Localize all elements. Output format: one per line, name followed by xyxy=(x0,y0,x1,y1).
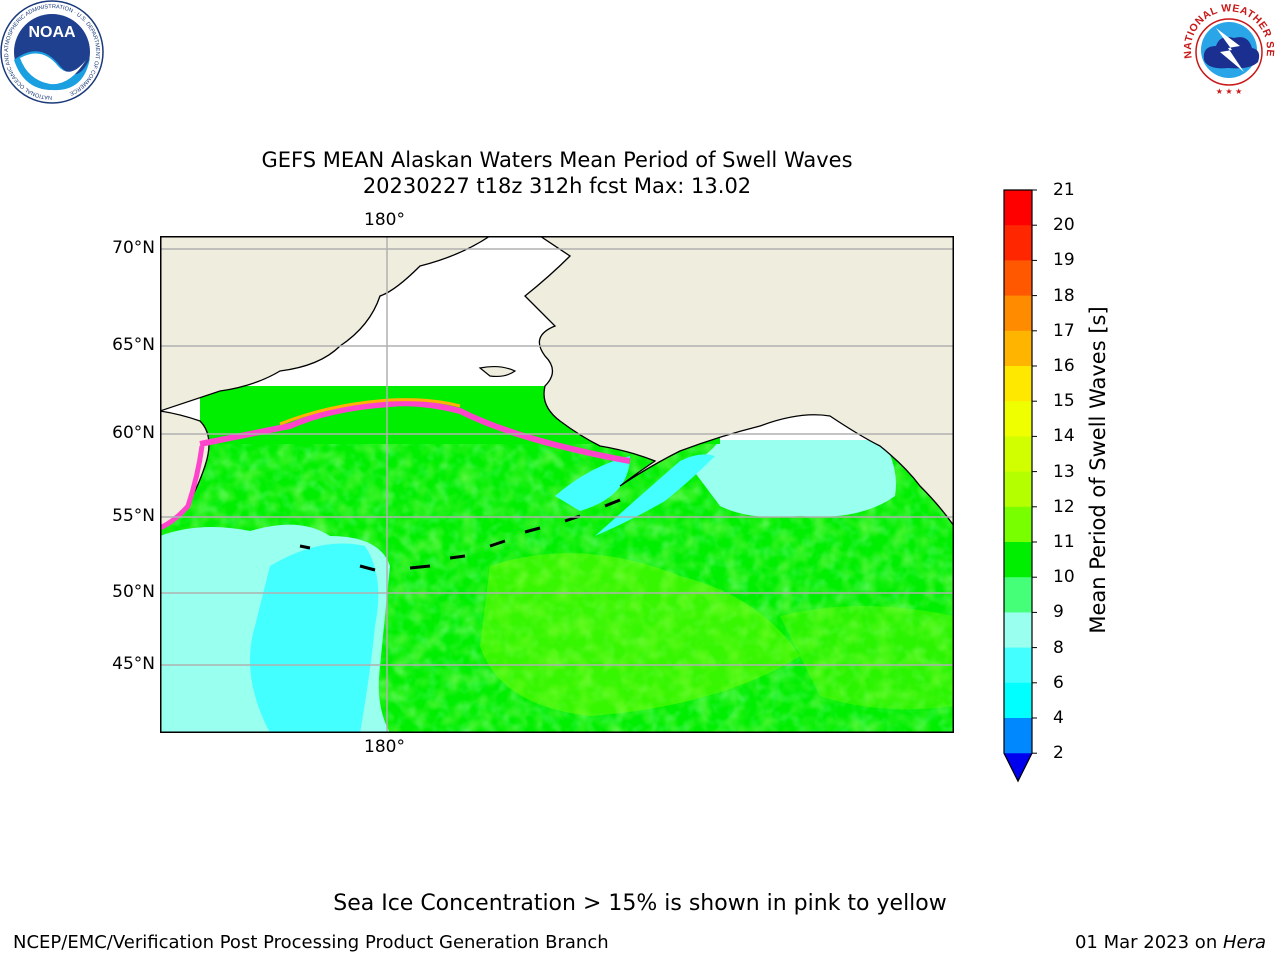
colorbar-tick-label: 20 xyxy=(1053,215,1075,236)
alaska-land xyxy=(524,236,954,528)
colorbar-tick-label: 17 xyxy=(1053,320,1075,341)
colorbar-tick-label: 6 xyxy=(1053,672,1064,693)
map-title: GEFS MEAN Alaskan Waters Mean Period of … xyxy=(160,147,954,199)
colorbar-segment xyxy=(1004,682,1032,719)
lat-label: 65°N xyxy=(112,335,155,355)
colorbar-segment xyxy=(1004,577,1032,613)
colorbar-segment xyxy=(1004,506,1032,543)
noaa-logo: NOAA NATIONAL OCEANIC AND ATMOSPHERIC AD… xyxy=(0,0,104,104)
lat-label: 50°N xyxy=(112,582,155,602)
colorbar-tick-label: 9 xyxy=(1053,602,1064,623)
colorbar-segment xyxy=(1004,260,1032,297)
swell-region-yellowgreen-east xyxy=(780,606,954,710)
map-title-line2: 20230227 t18z 312h fcst Max: 13.02 xyxy=(362,174,752,198)
swell-region-cyan-gulf xyxy=(690,436,896,518)
aleutian-islands xyxy=(299,498,621,572)
colorbar-segment xyxy=(1004,225,1032,261)
colorbar-segment xyxy=(1004,190,1032,226)
colorbar-tick-label: 8 xyxy=(1053,637,1064,658)
colorbar-segment xyxy=(1004,366,1032,402)
colorbar-tick-label: 18 xyxy=(1053,285,1075,306)
colorbar-segment xyxy=(1004,436,1032,473)
colorbar-extend-arrow xyxy=(1004,753,1032,782)
colorbar-tick-label: 16 xyxy=(1053,356,1075,376)
lat-label: 45°N xyxy=(112,654,155,674)
colorbar-tick-label: 15 xyxy=(1053,391,1075,412)
colorbar-tick-label: 14 xyxy=(1053,426,1075,447)
swell-region-cyan-west-core xyxy=(250,543,379,733)
sea-ice-note: Sea Ice Concentration > 15% is shown in … xyxy=(333,891,947,916)
lat-label: 55°N xyxy=(112,506,155,526)
colorbar-segment xyxy=(1004,330,1032,367)
st-lawrence-island xyxy=(478,365,517,378)
swell-region-yellowgreen xyxy=(480,553,800,716)
colorbar-segment xyxy=(1004,295,1032,332)
map-title-line1: GEFS MEAN Alaskan Waters Mean Period of … xyxy=(261,148,853,172)
colorbar-tick-label: 10 xyxy=(1053,567,1075,588)
credit-text: NCEP/EMC/Verification Post Processing Pr… xyxy=(13,932,609,953)
colorbar-tick-label: 11 xyxy=(1053,532,1075,552)
colorbar-segment xyxy=(1004,612,1032,649)
swell-region-cyan-coast xyxy=(595,454,715,536)
lat-label: 70°N xyxy=(112,238,155,258)
colorbar xyxy=(1003,189,1037,783)
colorbar-tick-label: 12 xyxy=(1053,496,1075,517)
colorbar-segment xyxy=(1004,401,1032,437)
host-name: Hera xyxy=(1222,932,1266,953)
colorbar-segment xyxy=(1004,647,1032,684)
lon-label-bottom: 180° xyxy=(364,737,405,757)
sea-ice-kamchatka xyxy=(160,445,205,531)
colorbar-segment xyxy=(1004,542,1032,578)
lon-label-top: 180° xyxy=(364,210,405,230)
swell-region-cyan-bristol xyxy=(555,456,630,511)
colorbar-segment xyxy=(1004,718,1032,754)
date-value: 01 Mar 2023 on xyxy=(1074,932,1223,953)
colorbar-tick-label: 19 xyxy=(1053,250,1075,271)
sea-ice-edge-inner xyxy=(279,398,461,426)
colorbar-tick-label: 2 xyxy=(1053,743,1064,764)
date-text: 01 Mar 2023 on Hera xyxy=(1075,932,1266,954)
map-plot xyxy=(160,236,954,733)
colorbar-tick-label: 4 xyxy=(1053,708,1064,728)
colorbar-tick-label: 21 xyxy=(1053,180,1075,200)
sea-ice-edge xyxy=(199,400,631,464)
nws-logo: NATIONAL WEATHER SERVICE ★ ★ ★ xyxy=(1178,0,1276,99)
colorbar-tick-label: 13 xyxy=(1053,461,1075,482)
lat-label: 60°N xyxy=(112,423,155,443)
colorbar-label: Mean Period of Swell Waves [s] xyxy=(1086,306,1110,634)
graticule xyxy=(160,236,954,733)
svg-text:★ ★ ★: ★ ★ ★ xyxy=(1216,87,1243,96)
colorbar-segment xyxy=(1004,471,1032,508)
noaa-logo-text: NOAA xyxy=(28,24,76,41)
